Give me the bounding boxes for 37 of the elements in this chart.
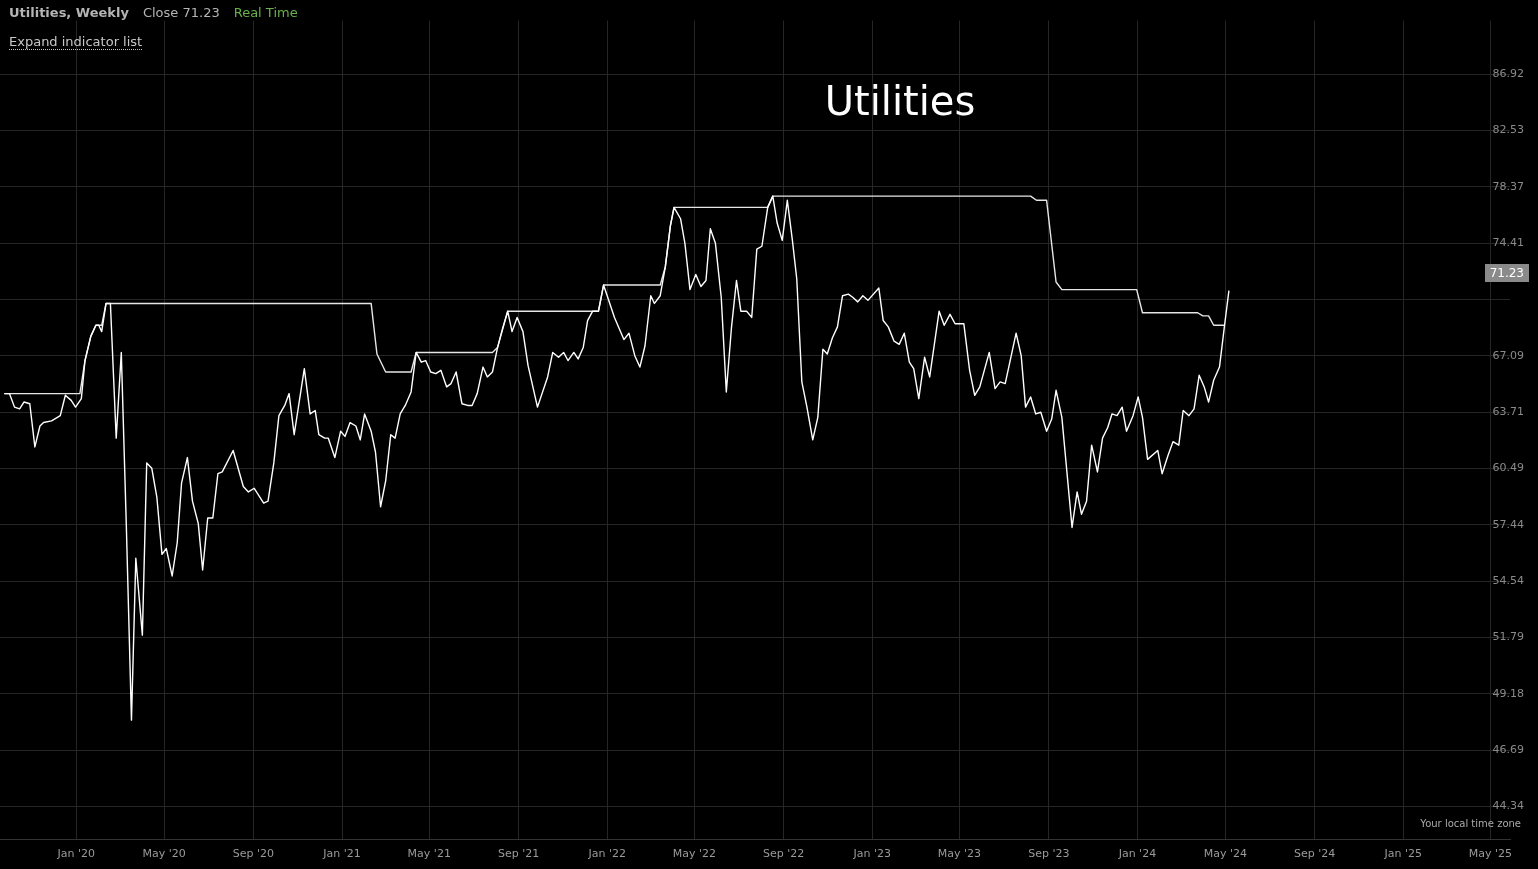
y-tick-label: 63.71 [1492,404,1524,418]
y-tick-label: 60.49 [1492,461,1524,475]
x-tick-label: Sep '24 [1294,847,1336,861]
annotation: Expand indicator list [9,34,143,50]
x-tick-label: Jan '24 [1117,847,1157,861]
y-tick-label: 44.34 [1492,799,1524,813]
x-tick-label: Sep '22 [763,847,805,861]
x-tick-label: May '25 [1468,847,1513,861]
x-tick-label: Jan '25 [1383,847,1422,861]
y-tick-label: 46.69 [1492,743,1524,757]
text: Close 71.23 [142,5,220,20]
text: Utilities [823,78,977,124]
x-tick-label: May '23 [937,847,982,861]
x-tick-label: May '21 [407,847,451,861]
x-tick-label: Jan '21 [322,847,361,861]
y-tick-label: 82.53 [1492,123,1524,137]
x-tick-label: Jan '22 [587,847,626,861]
y-tick-label: 78.37 [1492,179,1524,193]
annotation: Your local time zone [1420,818,1521,829]
y-tick-label: 57.44 [1492,517,1524,531]
y-tick-label: 86.92 [1492,66,1524,80]
x-tick-label: May '24 [1203,847,1247,861]
x-tick-label: Jan '20 [56,847,95,861]
y-tick-label: 54.54 [1492,574,1524,588]
chart-subtitle: Utilities, Weekly [9,5,129,20]
x-tick-label: Sep '20 [232,847,275,861]
annotation: 71.23 [1484,264,1529,282]
y-tick-label: 49.18 [1492,686,1524,700]
x-tick-label: May '20 [142,847,186,861]
y-tick-label: 67.09 [1492,348,1524,362]
y-tick-label: 51.79 [1492,630,1524,644]
x-tick-label: May '22 [672,847,716,861]
x-tick-label: Sep '23 [1028,847,1070,861]
y-tick-label: 74.41 [1492,236,1524,250]
x-tick-label: Jan '23 [852,847,892,861]
text: Real Time [233,5,298,20]
x-tick-label: Sep '21 [497,847,540,861]
